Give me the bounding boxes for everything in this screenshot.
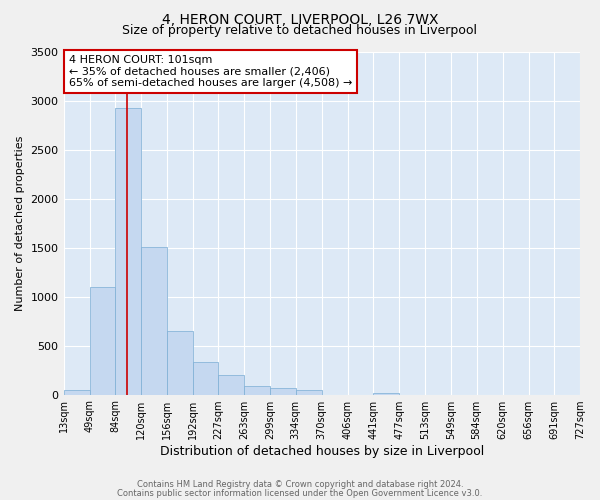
Text: 4, HERON COURT, LIVERPOOL, L26 7WX: 4, HERON COURT, LIVERPOOL, L26 7WX xyxy=(162,12,438,26)
Bar xyxy=(373,392,399,394)
Bar xyxy=(296,390,322,394)
Text: 4 HERON COURT: 101sqm
← 35% of detached houses are smaller (2,406)
65% of semi-d: 4 HERON COURT: 101sqm ← 35% of detached … xyxy=(69,55,352,88)
Bar xyxy=(271,388,296,394)
X-axis label: Distribution of detached houses by size in Liverpool: Distribution of detached houses by size … xyxy=(160,444,484,458)
Y-axis label: Number of detached properties: Number of detached properties xyxy=(15,136,25,310)
Bar xyxy=(141,246,167,394)
Bar xyxy=(64,390,89,394)
Text: Size of property relative to detached houses in Liverpool: Size of property relative to detached ho… xyxy=(122,24,478,37)
Bar xyxy=(193,362,218,394)
Bar xyxy=(244,386,271,394)
Bar xyxy=(167,331,193,394)
Text: Contains HM Land Registry data © Crown copyright and database right 2024.: Contains HM Land Registry data © Crown c… xyxy=(137,480,463,489)
Bar xyxy=(115,108,141,395)
Bar xyxy=(89,287,115,395)
Text: Contains public sector information licensed under the Open Government Licence v3: Contains public sector information licen… xyxy=(118,488,482,498)
Bar xyxy=(218,375,244,394)
